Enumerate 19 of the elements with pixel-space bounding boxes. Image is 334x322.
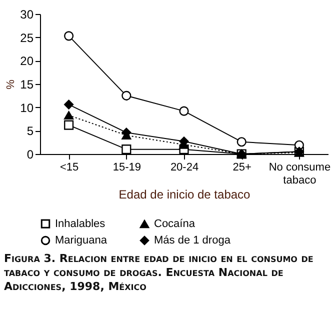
legend-label: Cocaína	[154, 218, 196, 230]
x-tick-label: <15	[60, 162, 79, 174]
x-tick-label: 15-19	[112, 162, 141, 174]
x-tick-label: 25+	[232, 162, 252, 174]
y-axis-title: %	[5, 79, 18, 90]
y-tick-label: 15	[20, 78, 34, 92]
text: Figura 3. Relacion entre edad de inicio en el consumo de tabaco y consumo de drogas. Encuesta Nacional de Adicciones, 1998, México	[3, 252, 314, 294]
legend-label: Más de 1 droga	[154, 234, 232, 246]
legend-label: Mariguana	[55, 234, 108, 246]
y-tick-label: 5	[26, 124, 34, 138]
legend-label: Inhalables	[55, 218, 106, 230]
y-tick-label: 30	[20, 8, 34, 22]
y-tick-label: 25	[20, 30, 34, 45]
y-tick-label: 20	[20, 54, 34, 68]
x-axis-title: Edad de inicio de tabaco	[118, 188, 251, 202]
x-tick-label: 20-24	[170, 162, 199, 174]
y-tick-label: 10	[20, 100, 34, 115]
x-tick-label: No consume tabaco	[268, 162, 331, 186]
y-tick-label: 0	[26, 148, 34, 162]
